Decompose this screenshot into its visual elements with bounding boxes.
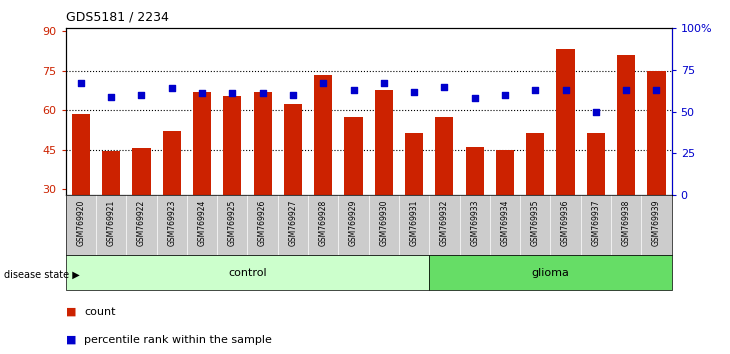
Point bbox=[499, 92, 511, 98]
Point bbox=[439, 84, 450, 89]
Bar bbox=[193, 92, 211, 195]
Bar bbox=[223, 96, 242, 195]
Point bbox=[408, 89, 420, 95]
Point bbox=[105, 94, 117, 99]
Text: control: control bbox=[228, 268, 266, 278]
Point bbox=[347, 87, 359, 93]
Text: GSM769927: GSM769927 bbox=[288, 200, 297, 246]
Text: GSM769928: GSM769928 bbox=[319, 200, 328, 246]
Bar bbox=[435, 117, 453, 195]
Bar bbox=[72, 114, 90, 195]
Text: GSM769936: GSM769936 bbox=[561, 200, 570, 246]
Bar bbox=[374, 90, 393, 195]
Text: ■: ■ bbox=[66, 335, 76, 345]
Text: GSM769924: GSM769924 bbox=[198, 200, 207, 246]
Point bbox=[287, 92, 299, 98]
Text: GSM769931: GSM769931 bbox=[410, 200, 418, 246]
Text: GSM769932: GSM769932 bbox=[440, 200, 449, 246]
Text: GSM769925: GSM769925 bbox=[228, 200, 237, 246]
Bar bbox=[429, 255, 672, 290]
Point bbox=[75, 80, 87, 86]
Text: GSM769939: GSM769939 bbox=[652, 200, 661, 246]
Point bbox=[378, 80, 390, 86]
Point bbox=[257, 90, 269, 96]
Text: GSM769923: GSM769923 bbox=[167, 200, 176, 246]
Text: GSM769929: GSM769929 bbox=[349, 200, 358, 246]
Bar bbox=[314, 75, 332, 195]
Text: GSM769920: GSM769920 bbox=[77, 200, 85, 246]
Text: count: count bbox=[84, 307, 115, 316]
Bar bbox=[132, 148, 150, 195]
Point bbox=[529, 87, 541, 93]
Point bbox=[318, 80, 329, 86]
Text: GSM769926: GSM769926 bbox=[258, 200, 267, 246]
Text: GSM769933: GSM769933 bbox=[470, 200, 479, 246]
Text: GSM769921: GSM769921 bbox=[107, 200, 115, 246]
Bar bbox=[617, 55, 635, 195]
Point bbox=[226, 90, 238, 96]
Text: glioma: glioma bbox=[531, 268, 569, 278]
Bar bbox=[526, 133, 545, 195]
Point bbox=[650, 87, 662, 93]
Text: percentile rank within the sample: percentile rank within the sample bbox=[84, 335, 272, 345]
Bar bbox=[253, 92, 272, 195]
Text: GSM769937: GSM769937 bbox=[591, 200, 600, 246]
Point bbox=[136, 92, 147, 98]
Text: disease state ▶: disease state ▶ bbox=[4, 269, 80, 279]
Point bbox=[560, 87, 572, 93]
Point bbox=[590, 109, 602, 114]
Bar bbox=[405, 133, 423, 195]
Bar bbox=[587, 133, 605, 195]
Text: GDS5181 / 2234: GDS5181 / 2234 bbox=[66, 11, 169, 24]
Bar bbox=[345, 117, 363, 195]
Text: GSM769935: GSM769935 bbox=[531, 200, 539, 246]
Text: GSM769930: GSM769930 bbox=[380, 200, 388, 246]
Bar bbox=[556, 50, 575, 195]
Bar bbox=[466, 147, 484, 195]
Point bbox=[620, 87, 632, 93]
Text: GSM769934: GSM769934 bbox=[501, 200, 510, 246]
Bar bbox=[102, 151, 120, 195]
Bar bbox=[496, 150, 514, 195]
Point bbox=[196, 90, 208, 96]
Bar bbox=[163, 131, 181, 195]
Text: GSM769922: GSM769922 bbox=[137, 200, 146, 246]
Text: GSM769938: GSM769938 bbox=[622, 200, 631, 246]
Bar bbox=[66, 255, 429, 290]
Point bbox=[166, 85, 177, 91]
Bar bbox=[648, 70, 666, 195]
Text: ■: ■ bbox=[66, 307, 76, 316]
Point bbox=[469, 95, 480, 101]
Bar bbox=[284, 104, 302, 195]
